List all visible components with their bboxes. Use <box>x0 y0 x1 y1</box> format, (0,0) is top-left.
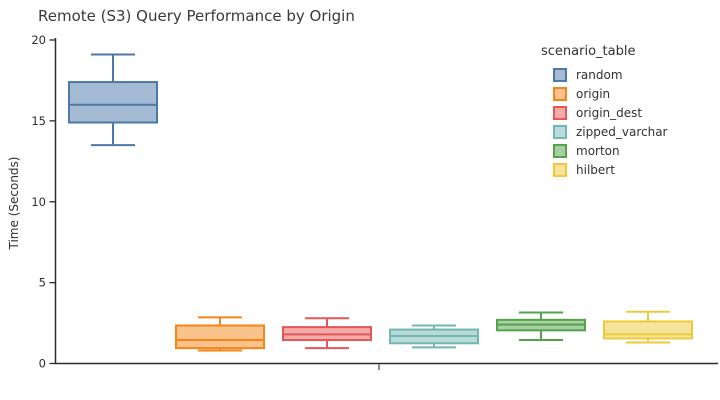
legend-swatch-icon <box>553 105 567 120</box>
box-origin_dest <box>282 317 372 350</box>
legend-swatch-icon <box>553 162 567 177</box>
box-zipped_varchar <box>389 324 479 349</box>
legend-item-label: zipped_varchar <box>576 124 668 139</box>
y-tick-label: 5 <box>39 276 46 290</box>
iqr-box <box>68 81 158 124</box>
legend-item-origin_dest: origin_dest <box>540 103 667 122</box>
y-tick-label: 20 <box>31 33 46 47</box>
iqr-box <box>603 320 693 340</box>
y-tick-label: 15 <box>31 114 46 128</box>
legend-swatch-icon <box>553 124 567 139</box>
box-morton <box>496 311 586 342</box>
iqr-box <box>175 324 265 350</box>
axis-domain <box>54 38 718 365</box>
legend-item-morton: morton <box>540 141 667 160</box>
legend-item-zipped_varchar: zipped_varchar <box>540 122 667 141</box>
legend-item-hilbert: hilbert <box>540 160 667 179</box>
legend-item-label: morton <box>576 143 620 158</box>
legend-item-random: random <box>540 65 667 84</box>
legend-item-origin: origin <box>540 84 667 103</box>
legend-swatch-icon <box>553 67 567 82</box>
y-tick-label: 0 <box>39 357 46 371</box>
chart-title: Remote (S3) Query Performance by Origin <box>38 7 355 25</box>
box-random <box>68 53 158 147</box>
y-tick-label: 10 <box>31 195 46 209</box>
legend-item-label: random <box>576 67 623 82</box>
legend-swatch-icon <box>553 143 567 158</box>
legend-swatch-icon <box>553 86 567 101</box>
legend-item-label: origin_dest <box>576 105 643 120</box>
legend-item-label: hilbert <box>576 162 615 177</box>
legend-title: scenario_table <box>541 44 636 59</box>
y-axis-ticks: 0 5 10 15 20 <box>31 33 56 371</box>
legend-item-label: origin <box>576 86 611 101</box>
box-origin <box>175 316 265 352</box>
box-hilbert <box>603 310 693 344</box>
